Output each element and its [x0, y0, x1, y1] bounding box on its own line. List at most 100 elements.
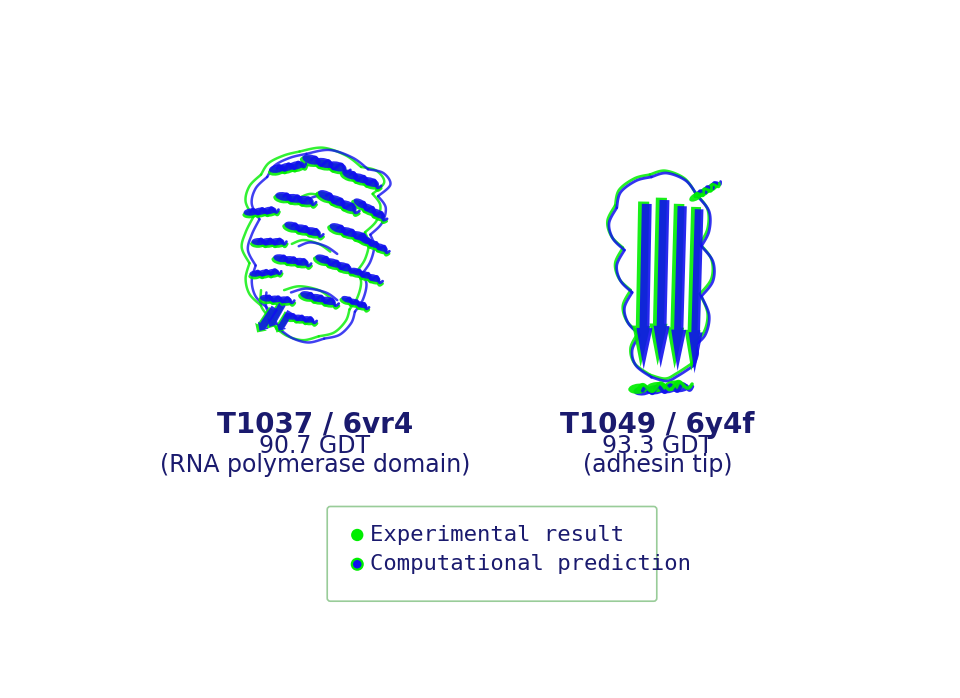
Ellipse shape: [340, 200, 357, 211]
Ellipse shape: [324, 260, 341, 270]
Ellipse shape: [270, 238, 284, 245]
Polygon shape: [688, 209, 704, 373]
Ellipse shape: [262, 207, 276, 214]
Polygon shape: [684, 207, 701, 371]
Text: Experimental result: Experimental result: [371, 525, 624, 545]
Ellipse shape: [701, 186, 712, 194]
Ellipse shape: [646, 382, 666, 392]
Ellipse shape: [258, 297, 273, 304]
Ellipse shape: [288, 161, 304, 170]
Ellipse shape: [348, 299, 360, 306]
Ellipse shape: [689, 192, 703, 202]
Ellipse shape: [269, 165, 285, 173]
Ellipse shape: [305, 227, 321, 236]
Ellipse shape: [327, 197, 345, 209]
Ellipse shape: [258, 269, 271, 276]
Ellipse shape: [278, 297, 292, 303]
Ellipse shape: [250, 270, 262, 277]
Ellipse shape: [628, 384, 649, 394]
Text: (adhesin tip): (adhesin tip): [583, 453, 732, 477]
Ellipse shape: [299, 292, 314, 302]
Ellipse shape: [664, 380, 684, 391]
Ellipse shape: [302, 154, 321, 165]
Ellipse shape: [327, 163, 347, 174]
Ellipse shape: [348, 269, 362, 278]
Ellipse shape: [243, 210, 258, 218]
Text: 90.7 GDT: 90.7 GDT: [259, 433, 371, 458]
Ellipse shape: [257, 272, 271, 279]
Ellipse shape: [295, 224, 310, 233]
Ellipse shape: [282, 223, 300, 233]
Ellipse shape: [693, 190, 705, 198]
Ellipse shape: [325, 258, 341, 267]
Polygon shape: [275, 311, 291, 332]
Ellipse shape: [342, 170, 358, 179]
Ellipse shape: [321, 297, 336, 305]
Polygon shape: [636, 204, 653, 369]
Ellipse shape: [342, 296, 352, 303]
Ellipse shape: [353, 560, 362, 568]
Text: 93.3 GDT: 93.3 GDT: [602, 433, 713, 458]
Ellipse shape: [278, 165, 296, 174]
Ellipse shape: [634, 386, 652, 396]
Ellipse shape: [272, 256, 288, 265]
Text: T1037 / 6vr4: T1037 / 6vr4: [217, 411, 413, 439]
Ellipse shape: [335, 264, 352, 274]
Polygon shape: [268, 302, 286, 327]
Ellipse shape: [293, 226, 310, 236]
Polygon shape: [633, 202, 650, 367]
Ellipse shape: [283, 315, 297, 322]
Polygon shape: [258, 306, 278, 331]
Ellipse shape: [276, 192, 292, 201]
Ellipse shape: [350, 175, 369, 186]
Ellipse shape: [250, 240, 266, 248]
Ellipse shape: [348, 300, 360, 308]
Polygon shape: [667, 204, 684, 369]
Ellipse shape: [329, 195, 346, 207]
Ellipse shape: [300, 156, 320, 167]
Polygon shape: [671, 206, 686, 371]
Text: (RNA polymerase domain): (RNA polymerase domain): [159, 453, 470, 477]
Ellipse shape: [367, 276, 380, 285]
Ellipse shape: [316, 191, 333, 203]
Ellipse shape: [697, 187, 710, 197]
Ellipse shape: [355, 303, 368, 311]
Ellipse shape: [366, 242, 379, 251]
Ellipse shape: [372, 209, 385, 218]
Ellipse shape: [283, 256, 299, 264]
Ellipse shape: [278, 163, 295, 171]
Ellipse shape: [351, 231, 368, 241]
Ellipse shape: [320, 299, 336, 308]
Ellipse shape: [300, 291, 315, 299]
Ellipse shape: [270, 240, 285, 248]
Ellipse shape: [266, 271, 280, 278]
Ellipse shape: [304, 229, 322, 239]
Ellipse shape: [261, 238, 276, 245]
Ellipse shape: [336, 262, 351, 272]
Text: Computational prediction: Computational prediction: [371, 554, 691, 574]
Ellipse shape: [362, 179, 379, 190]
Ellipse shape: [292, 316, 305, 324]
Ellipse shape: [350, 268, 363, 276]
Ellipse shape: [327, 225, 345, 235]
Ellipse shape: [350, 233, 368, 244]
Ellipse shape: [249, 272, 262, 279]
Text: T1049 / 6y4f: T1049 / 6y4f: [561, 411, 755, 439]
Ellipse shape: [260, 240, 276, 248]
Ellipse shape: [314, 160, 333, 171]
Ellipse shape: [341, 227, 357, 237]
Ellipse shape: [315, 158, 333, 168]
Ellipse shape: [705, 183, 718, 193]
Polygon shape: [277, 310, 293, 331]
Ellipse shape: [268, 167, 285, 176]
Ellipse shape: [359, 236, 372, 244]
Ellipse shape: [285, 195, 303, 205]
Ellipse shape: [370, 210, 385, 221]
Ellipse shape: [646, 385, 664, 394]
Ellipse shape: [351, 529, 364, 541]
Ellipse shape: [301, 316, 314, 322]
Polygon shape: [650, 198, 667, 366]
Ellipse shape: [294, 258, 309, 266]
Ellipse shape: [311, 294, 325, 302]
Ellipse shape: [313, 256, 329, 266]
